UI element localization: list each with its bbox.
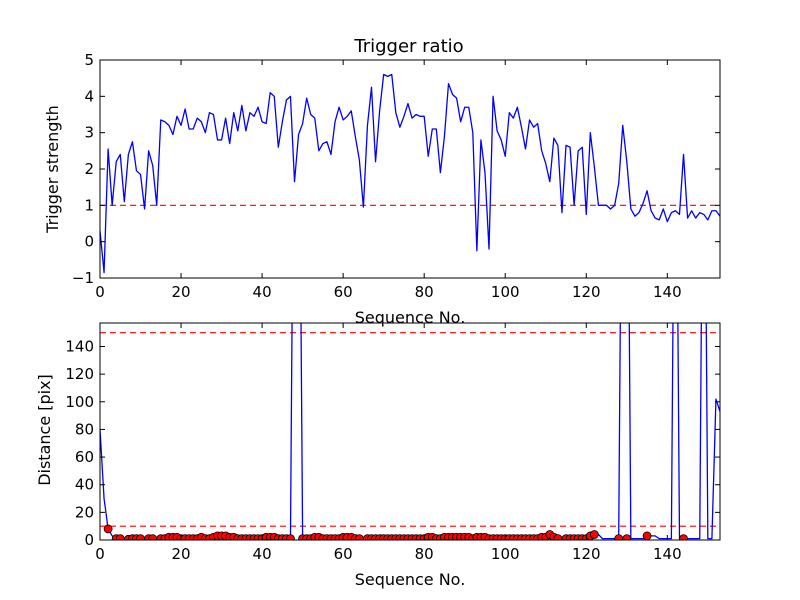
x-axis-label: Sequence No.	[355, 570, 466, 589]
data-point	[589, 530, 599, 539]
plot-frame	[99, 322, 721, 541]
y-tick-label: 5	[84, 51, 94, 69]
y-tick-label: 4	[84, 87, 94, 105]
y-tick-label: 3	[84, 124, 94, 142]
x-tick-label: 120	[572, 283, 601, 301]
y-tick-label: 1	[84, 196, 94, 214]
y-tick-label: 80	[75, 420, 94, 438]
y-tick-label: −1	[72, 269, 94, 287]
y-tick-label: 2	[84, 160, 94, 178]
y-tick-label: 140	[65, 337, 94, 355]
chart-title: Trigger ratio	[353, 36, 463, 57]
plot-area	[100, 73, 720, 274]
x-tick-label: 100	[491, 545, 520, 563]
x-tick-label: 40	[253, 545, 272, 563]
x-tick-label: 0	[95, 283, 105, 301]
x-axis-label: Sequence No.	[355, 308, 466, 327]
y-tick-label: 40	[75, 476, 94, 494]
x-tick-label: 60	[334, 283, 353, 301]
data-point	[622, 534, 632, 540]
data-point	[642, 531, 652, 540]
y-tick-label: 0	[84, 531, 94, 549]
x-tick-label: 140	[653, 545, 682, 563]
y-axis-label: Trigger strength	[43, 105, 62, 234]
y-tick-label: 0	[84, 233, 94, 251]
distance-chart: Distance [pix] Sequence No. 0 20 40 60 80 100…	[35, 322, 721, 589]
y-axis-label: Distance [pix]	[35, 374, 54, 486]
x-tick-label: 0	[95, 545, 105, 563]
y-tick-label: 120	[65, 365, 94, 383]
x-tick-label: 80	[415, 545, 434, 563]
x-tick-label: 40	[253, 283, 272, 301]
x-tick-label: 140	[653, 283, 682, 301]
x-tick-label: 120	[572, 545, 601, 563]
data-point	[286, 534, 295, 540]
y-tick-label: 100	[65, 393, 94, 411]
x-tick-label: 20	[171, 283, 190, 301]
x-tick-label: 20	[171, 545, 190, 563]
series-line	[100, 73, 720, 274]
x-tick-label: 80	[415, 283, 434, 301]
x-tick-label: 60	[334, 545, 353, 563]
y-tick-label: 60	[75, 448, 94, 466]
data-point	[679, 534, 688, 540]
x-tick-label: 100	[491, 283, 520, 301]
y-tick-label: 20	[75, 503, 94, 521]
data-point	[103, 524, 113, 534]
trigger-ratio-chart: Trigger ratio Trigger strength Sequence …	[43, 36, 721, 327]
